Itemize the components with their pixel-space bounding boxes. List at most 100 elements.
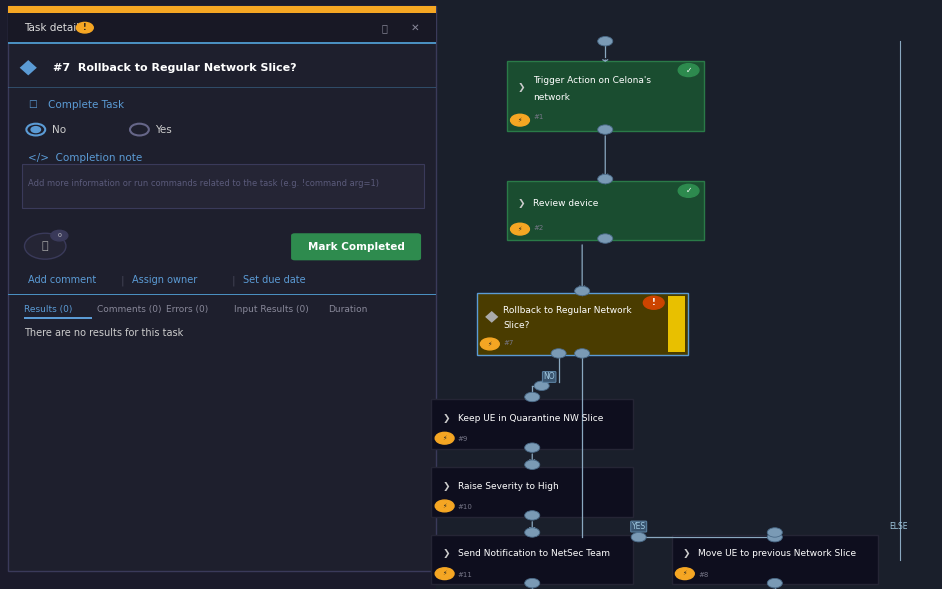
Bar [668,296,685,352]
Circle shape [24,233,66,259]
Text: #11: #11 [458,572,473,578]
Text: #8: #8 [698,572,708,578]
Text: ✓: ✓ [686,186,691,196]
Text: YES: YES [632,522,645,531]
Text: Assign owner: Assign owner [132,276,197,285]
Bar [8,6,436,13]
Circle shape [767,578,782,588]
Text: Comments (0): Comments (0) [97,305,161,315]
Text: Trigger Action on Celona's: Trigger Action on Celona's [533,77,651,85]
Text: ⤢: ⤢ [382,23,387,32]
Bar [8,87,436,88]
Text: There are no results for this task: There are no results for this task [24,329,184,338]
Circle shape [480,338,499,350]
Text: Add more information or run commands related to the task (e.g. !command arg=1): Add more information or run commands rel… [28,179,380,188]
FancyBboxPatch shape [477,293,688,355]
Text: |: | [121,275,124,286]
Text: Results (0): Results (0) [24,305,73,315]
Circle shape [525,528,540,537]
Text: Mark Completed: Mark Completed [308,242,404,252]
Circle shape [598,174,612,184]
Text: NO: NO [544,372,555,382]
Text: Add comment: Add comment [28,276,96,285]
Circle shape [675,568,694,580]
FancyBboxPatch shape [431,467,633,517]
Bar [8,13,436,42]
Text: ❯: ❯ [443,550,450,558]
Text: Keep UE in Quarantine NW Slice: Keep UE in Quarantine NW Slice [458,414,603,423]
Circle shape [598,234,612,243]
Text: 🖇: 🖇 [41,241,49,251]
Text: Move UE to previous Network Slice: Move UE to previous Network Slice [698,550,856,558]
Text: Send Notification to NetSec Team: Send Notification to NetSec Team [458,550,609,558]
Circle shape [525,511,540,520]
Circle shape [525,460,540,469]
Circle shape [598,125,612,134]
Circle shape [435,432,454,444]
Text: #9: #9 [458,436,468,442]
Circle shape [525,578,540,588]
FancyBboxPatch shape [8,6,436,571]
Bar [24,317,92,319]
Circle shape [575,286,590,296]
Text: #1: #1 [533,114,544,120]
Circle shape [525,443,540,452]
FancyBboxPatch shape [507,61,704,131]
Bar [22,164,424,208]
Bar [8,42,436,44]
Text: Raise Severity to High: Raise Severity to High [458,482,559,491]
Bar [8,294,436,295]
FancyBboxPatch shape [431,399,633,449]
Polygon shape [20,60,37,75]
Text: </>  Completion note: </> Completion note [28,153,142,163]
Circle shape [511,223,529,235]
Circle shape [631,532,646,542]
Text: ⚡: ⚡ [488,342,492,346]
Circle shape [51,230,68,241]
Text: ELSE: ELSE [889,522,908,531]
Text: #10: #10 [458,504,473,510]
Circle shape [767,528,782,537]
Circle shape [525,392,540,402]
Text: ❯: ❯ [518,83,526,92]
Text: No: No [52,125,66,134]
Text: Slice?: Slice? [503,320,529,330]
Circle shape [678,64,699,77]
Text: 0: 0 [57,233,61,238]
Text: Complete Task: Complete Task [48,100,124,110]
Text: ✕: ✕ [411,23,420,32]
Text: ⚡: ⚡ [518,227,522,231]
Text: network: network [533,92,570,101]
Text: ❯: ❯ [443,414,450,423]
Text: !: ! [652,298,656,307]
Text: #7: #7 [503,340,513,346]
Text: #2: #2 [533,226,544,231]
Text: !: ! [83,23,87,32]
Text: Set due date: Set due date [243,276,305,285]
Text: ⚡: ⚡ [683,571,687,576]
Text: Errors (0): Errors (0) [166,305,208,315]
Text: ❯: ❯ [443,482,450,491]
Text: ⚡: ⚡ [443,504,447,508]
FancyBboxPatch shape [507,181,704,240]
FancyBboxPatch shape [672,535,878,584]
Text: Duration: Duration [328,305,367,315]
Circle shape [678,184,699,197]
Text: Yes: Yes [155,125,172,134]
Bar [436,0,942,589]
Circle shape [767,532,782,542]
Text: ⚡: ⚡ [518,118,522,123]
Text: ✓: ✓ [686,65,691,75]
Text: Rollback to Regular Network: Rollback to Regular Network [503,306,632,316]
Text: Review device: Review device [533,199,598,209]
Text: ❯: ❯ [683,550,690,558]
Circle shape [575,349,590,358]
Circle shape [31,127,41,133]
Circle shape [511,114,529,126]
Text: Input Results (0): Input Results (0) [234,305,308,315]
Circle shape [435,500,454,512]
Circle shape [551,349,566,358]
Text: ☐: ☐ [28,100,37,110]
FancyBboxPatch shape [431,535,633,584]
Text: ❯: ❯ [518,199,526,209]
